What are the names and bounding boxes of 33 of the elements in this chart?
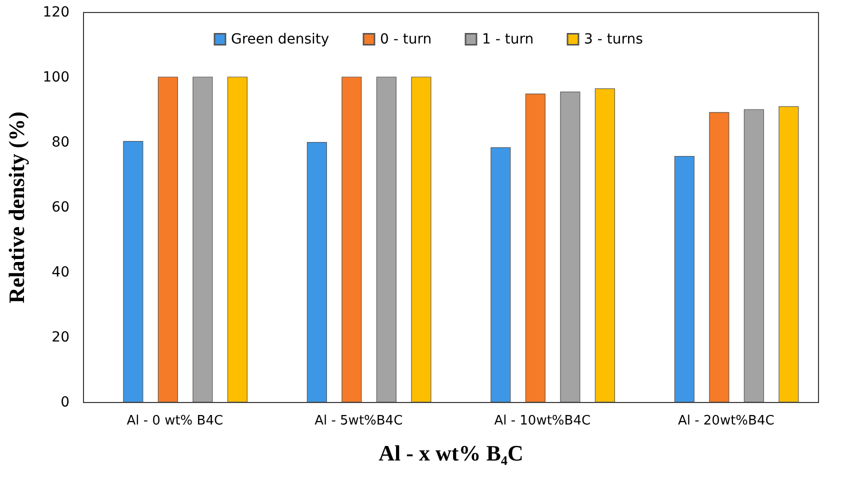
bar [376,76,396,402]
bar [525,94,546,402]
legend-label: 0 - turn [380,31,432,48]
y-tick-label: 20 [52,330,70,346]
y-tick-label: 80 [52,134,70,150]
x-tick-label: Al - 10wt%B4C [494,414,591,428]
y-tick-label: 60 [52,200,70,216]
bar [227,76,248,402]
x-tick-label: Al - 0 wt% B4C [126,414,224,428]
bar [342,76,362,402]
legend-label: Green density [231,31,330,48]
y-tick-label: 40 [52,264,70,280]
y-axis-title: Relative density (%) [4,112,29,304]
bar [709,112,730,402]
x-tick-label: Al - 5wt%B4C [314,414,403,428]
y-tick-label: 100 [42,70,70,86]
bar [192,76,213,402]
x-axis-title: Al - x wt% B₄C [378,440,524,466]
bar [490,147,511,402]
legend-label: 1 - turn [482,31,534,48]
bar [594,88,615,402]
bar [744,109,764,402]
bar [123,141,144,402]
y-tick-label: 120 [42,4,70,20]
x-tick-label: Al - 20wt%B4C [678,414,774,428]
bar [778,106,799,402]
bar [411,76,432,402]
bar [674,156,694,402]
bar [306,142,327,402]
y-tick-label: 0 [60,394,70,410]
legend-label: 3 - turns [584,31,643,48]
bar [158,76,178,402]
bar [560,92,580,402]
